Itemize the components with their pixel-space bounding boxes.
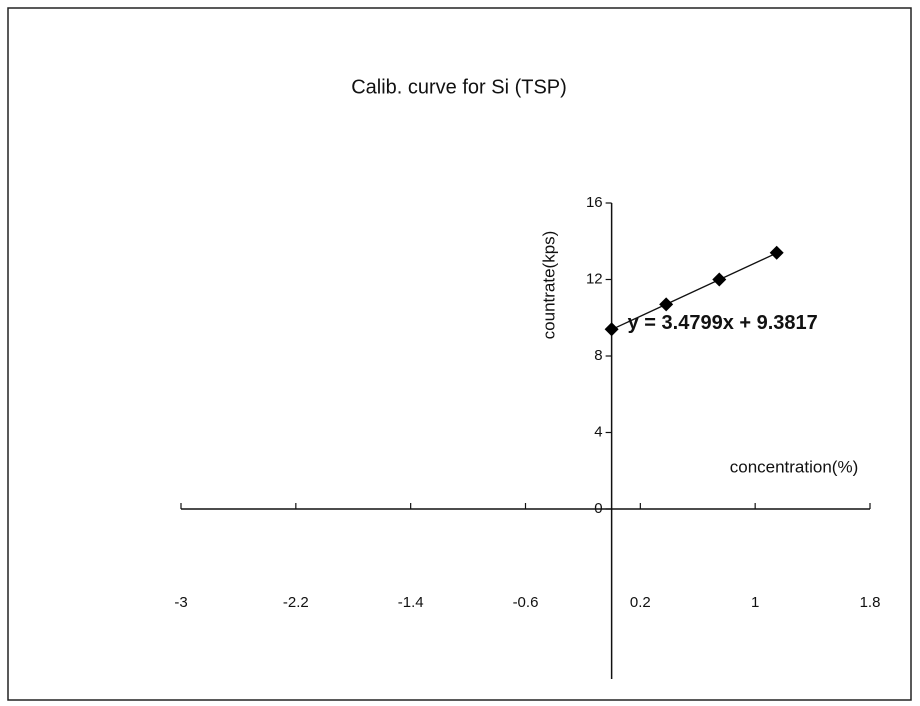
x-tick-label: 1.8 [860, 594, 881, 611]
trendline [611, 252, 777, 331]
x-tick-label: -2.2 [283, 594, 309, 611]
y-tick-label: 4 [594, 423, 602, 440]
y-axis-label: countrate(kps) [539, 231, 558, 340]
y-tick-label: 16 [586, 194, 603, 211]
data-point [769, 245, 784, 260]
x-tick-label: 0.2 [630, 594, 651, 611]
x-tick-label: -0.6 [513, 594, 539, 611]
y-tick-label: 0 [594, 500, 602, 517]
x-tick-label: -3 [174, 594, 187, 611]
x-tick-label: -1.4 [398, 594, 424, 611]
chart-frame [7, 7, 912, 701]
trendline-equation: y = 3.4799x + 9.3817 [628, 312, 818, 334]
chart-title: Calib. curve for Si (TSP) [351, 76, 567, 98]
x-tick-label: 1 [751, 594, 759, 611]
x-axis-label: concentration(%) [730, 457, 859, 476]
y-tick-label: 12 [586, 270, 603, 287]
y-tick-label: 8 [594, 347, 602, 364]
data-point [659, 297, 674, 312]
data-point [712, 272, 727, 287]
data-point [604, 322, 619, 337]
